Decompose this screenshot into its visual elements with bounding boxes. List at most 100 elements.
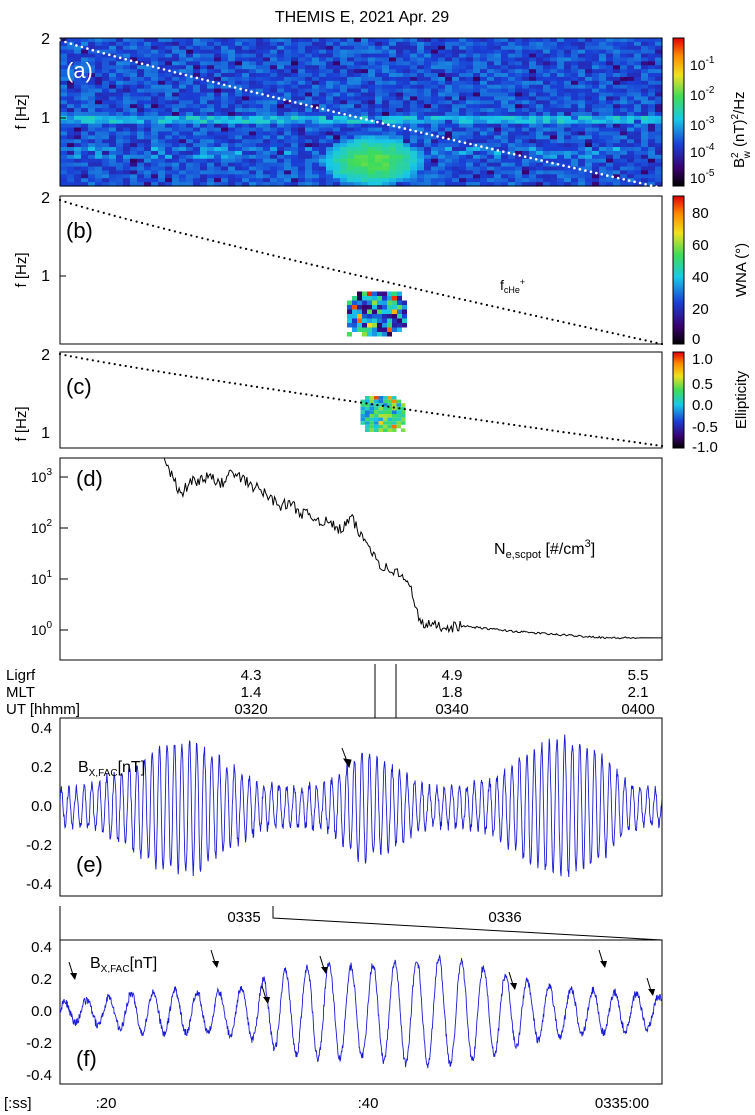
spectrogram-cell [578, 112, 586, 117]
spectrogram-cell [508, 115, 516, 121]
spectrogram-cell [396, 147, 404, 152]
spectrogram-cell [452, 154, 460, 160]
spectrogram-cell [501, 57, 509, 62]
spectrogram-cell [578, 182, 586, 187]
spectrogram-cell [270, 150, 278, 156]
spectrogram-cell [270, 123, 278, 129]
spectrogram-cell [179, 143, 187, 148]
spectrogram-cell [242, 53, 250, 59]
spectrogram-cell [109, 178, 117, 183]
spectrogram-cell [368, 150, 376, 156]
spectrogram-cell [81, 69, 89, 74]
spectrogram-cell [186, 174, 194, 179]
spectrogram-cell [354, 100, 362, 105]
spectrogram-cell [256, 112, 264, 117]
spectrogram-cell [228, 76, 236, 82]
spectrogram-cell [172, 115, 180, 121]
dotted-line-point [359, 401, 363, 404]
spectrogram-cell [382, 108, 390, 113]
spectrogram-cell [88, 115, 96, 121]
spectrogram-cell [417, 154, 425, 160]
spectrogram-cell [277, 131, 285, 136]
spectrogram-cell [410, 170, 418, 175]
spectrogram-cell [340, 127, 348, 133]
spectrogram-cell [592, 131, 600, 136]
panel-c-ylabel: f [Hz] [13, 406, 30, 441]
spectrogram-cell [480, 65, 488, 70]
spectrogram-cell [228, 154, 236, 160]
spectrogram-cell [452, 127, 460, 133]
spectrogram-cell [459, 84, 467, 90]
dotted-line-point [338, 269, 341, 273]
spectrogram-cell [221, 69, 229, 74]
spectrogram-cell [298, 135, 306, 140]
spectrogram-cell [529, 57, 537, 62]
spectrogram-cell [151, 178, 159, 183]
spectrogram-cell [480, 92, 488, 98]
spectrogram-cell [88, 143, 96, 148]
spectrogram-cell [67, 150, 75, 156]
spectrogram-cell [130, 154, 138, 160]
spectrogram-cell [550, 112, 558, 117]
colorbar-a-tick-2: 10-2 [690, 85, 715, 103]
dotted-line-point [419, 131, 423, 134]
spectrogram-cell [102, 162, 110, 168]
spectrogram-cell [424, 143, 432, 148]
spectrogram-cell [60, 182, 68, 187]
spectrogram-cell [298, 158, 306, 164]
spectrogram-cell [508, 61, 516, 66]
spectrogram-cell [599, 49, 607, 55]
spectrogram-cell [137, 84, 145, 90]
spectrogram-cell [88, 174, 96, 179]
spectrogram-cell [207, 45, 215, 51]
spectrogram-cell [249, 73, 257, 78]
spectrogram-cell [256, 131, 264, 136]
spectrogram-cell [116, 154, 124, 160]
spectrogram-cell [431, 131, 439, 136]
spectrogram-cell [473, 73, 481, 78]
spectrogram-cell [396, 80, 404, 86]
spectrogram-cell [305, 166, 313, 172]
spectrogram-cell [396, 104, 404, 109]
spectrogram-cell [529, 182, 537, 187]
spectrogram-cell [116, 76, 124, 82]
spectrogram-cell [368, 182, 376, 187]
spectrogram-cell [452, 182, 460, 187]
ellipticity-cell [378, 399, 383, 404]
spectrogram-cell [634, 123, 642, 129]
spectrogram-cell [424, 182, 432, 187]
spectrogram-cell [214, 65, 222, 70]
spectrogram-cell [298, 88, 306, 94]
spectrogram-cell [361, 104, 369, 109]
spectrogram-cell [536, 73, 544, 78]
spectrogram-cell [557, 150, 565, 156]
spectrogram-cell [627, 174, 635, 179]
spectrogram-cell [200, 96, 208, 101]
spectrogram-cell [102, 119, 110, 125]
wna-cell [352, 318, 357, 323]
spectrogram-cell [536, 57, 544, 62]
spectrogram-cell [130, 96, 138, 101]
spectrogram-cell [186, 178, 194, 183]
spectrogram-cell [67, 112, 75, 117]
wna-cell [382, 318, 387, 323]
dotted-line-point [491, 147, 494, 151]
zoom-lines-f [59, 906, 663, 941]
spectrogram-cell [144, 45, 152, 51]
spectrogram-cell [445, 92, 453, 98]
spectrogram-cell [137, 150, 145, 156]
spectrogram-cell [389, 162, 397, 168]
spectrogram-cell [263, 84, 271, 90]
spectrogram-cell [291, 131, 299, 136]
spectrogram-cell [641, 41, 649, 47]
spectrogram-cell [620, 108, 628, 113]
dotted-line-point [179, 373, 182, 376]
spectrogram-cell [214, 115, 222, 121]
spectrogram-cell [291, 76, 299, 82]
ellipticity-cell [378, 414, 383, 418]
spectrogram-cell [585, 143, 593, 148]
spectrogram-cell [599, 108, 607, 113]
spectrogram-cell [165, 88, 173, 94]
spectrogram-cell [473, 69, 481, 74]
spectrogram-cell [242, 135, 250, 140]
